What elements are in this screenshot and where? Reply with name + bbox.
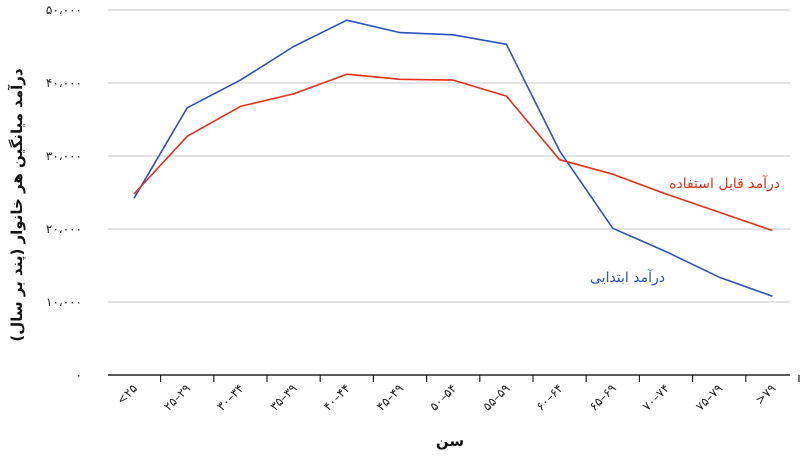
series-line-0 (133, 19, 773, 297)
x-tick-label: <۲۵ (114, 381, 140, 407)
x-tick-label: ۴۵–۴۹ (374, 381, 406, 413)
x-tick-label: ۳۰–۳۴ (214, 381, 246, 413)
series-line-1 (133, 73, 773, 232)
y-axis-ticks: ۰ ۱۰،۰۰۰ ۲۰،۰۰۰ ۳۰،۰۰۰ ۴۰،۰۰۰ ۵۰،۰۰۰ (46, 3, 82, 382)
y-tick-label: ۴۰،۰۰۰ (46, 76, 82, 90)
x-tick-label: ۲۵–۲۹ (161, 381, 193, 413)
x-tick-label: ۶۰–۶۴ (533, 381, 565, 413)
x-tick-label: >۷۹ (752, 381, 778, 407)
y-tick-label: ۵۰،۰۰۰ (46, 3, 82, 17)
x-tick-label: ۷۰–۷۴ (640, 381, 672, 413)
series-lines (133, 19, 773, 297)
x-tick-label: ۵۰–۵۴ (427, 381, 459, 413)
series-label-original-income: درآمد ابتدایی (590, 269, 665, 286)
x-axis-title: سن (436, 432, 464, 450)
x-tick-label: ۶۵–۶۹ (587, 381, 619, 413)
x-axis-ticks: <۲۵ ۲۵–۲۹ ۳۰–۳۴ ۳۵–۳۹ ۴۰–۴۴ ۴۵–۴۹ ۵۰–۵۴ ۵۵–۵۹ ۶۰… (114, 375, 800, 414)
grid (108, 9, 790, 303)
y-tick-label: ۰ (76, 368, 82, 382)
y-axis-title: درآمد میانگین هر خانوار (پند بر سال) (8, 68, 27, 342)
y-tick-label: ۱۰،۰۰۰ (46, 295, 82, 309)
series-label-disposable-income: درآمد قابل استفاده (669, 175, 780, 192)
x-tick-label: ۷۵–۷۹ (693, 381, 725, 413)
x-tick-label: ۳۵–۳۹ (267, 381, 299, 413)
x-tick-label: ۴۰–۴۴ (321, 381, 353, 413)
y-tick-label: ۳۰،۰۰۰ (46, 149, 82, 163)
y-tick-label: ۲۰،۰۰۰ (46, 222, 82, 236)
x-tick-label: ۵۵–۵۹ (480, 381, 512, 413)
